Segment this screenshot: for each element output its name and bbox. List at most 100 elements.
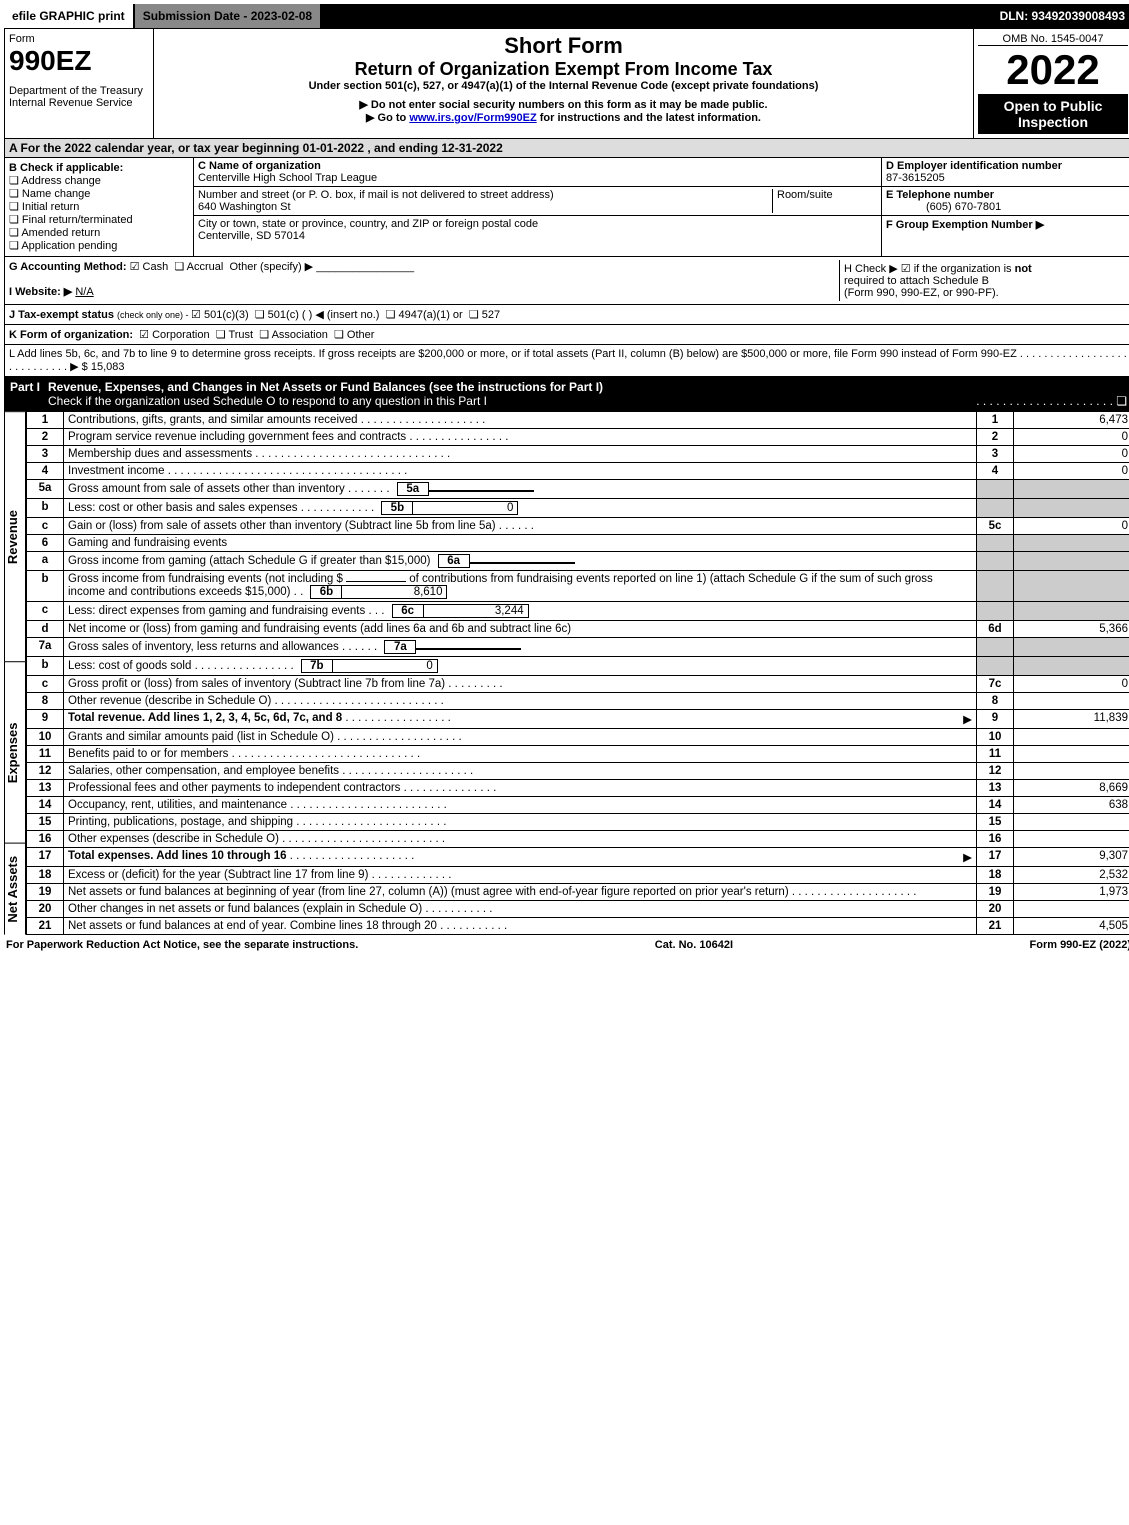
line-9: 9Total revenue. Add lines 1, 2, 3, 4, 5c… [27, 710, 1129, 729]
check-assoc[interactable]: ❏ [259, 329, 269, 341]
line-20-ln: 20 [977, 901, 1014, 918]
gross-receipts-value: 15,083 [91, 361, 125, 373]
box-b-label: B Check if applicable: [9, 162, 189, 174]
irs-label: Internal Revenue Service [9, 97, 149, 109]
line-7a-desc: Gross sales of inventory, less returns a… [68, 641, 339, 653]
box-c-name-label: C Name of organization [198, 160, 321, 172]
line-6-desc: Gaming and fundraising events [64, 535, 977, 552]
line-16-desc: Other expenses (describe in Schedule O) [68, 833, 279, 845]
check-name[interactable]: ❏ Name change [9, 187, 189, 200]
line-5a-sv [429, 490, 534, 492]
line-6-num: 6 [27, 535, 64, 552]
check-application[interactable]: ❏ Application pending [9, 239, 189, 252]
check-trust[interactable]: ❏ [216, 329, 226, 341]
label-4947: 4947(a)(1) or [399, 309, 463, 321]
line-19-ln: 19 [977, 884, 1014, 901]
section-a: A For the 2022 calendar year, or tax yea… [4, 139, 1129, 158]
line-16: 16Other expenses (describe in Schedule O… [27, 831, 1129, 848]
street-address: 640 Washington St [198, 201, 291, 213]
line-6a-sv [470, 562, 575, 564]
part-i-header: Part I Revenue, Expenses, and Changes in… [4, 377, 1129, 411]
check-amended[interactable]: ❏ Amended return [9, 226, 189, 239]
footer-right: Form 990-EZ (2022) [1030, 939, 1129, 951]
line-6b-desc1: Gross income from fundraising events (no… [68, 573, 343, 585]
check-527[interactable]: ❏ [469, 309, 479, 321]
check-initial[interactable]: ❏ Initial return [9, 200, 189, 213]
check-initial-label: Initial return [22, 201, 79, 213]
check-amended-label: Amended return [21, 227, 100, 239]
line-8-desc: Other revenue (describe in Schedule O) [68, 695, 271, 707]
line-15-num: 15 [27, 814, 64, 831]
tax-year: 2022 [978, 46, 1128, 94]
line-7c-ln: 7c [977, 676, 1014, 693]
line-8: 8Other revenue (describe in Schedule O) … [27, 693, 1129, 710]
other-label: Other (specify) ▶ [229, 261, 313, 273]
line-17: 17Total expenses. Add lines 10 through 1… [27, 848, 1129, 867]
line-13-ln: 13 [977, 780, 1014, 797]
open-public: Open to Public Inspection [978, 94, 1128, 134]
line-9-amt: 11,839 [1014, 710, 1129, 729]
line-12: 12Salaries, other compensation, and empl… [27, 763, 1129, 780]
line-6d-num: d [27, 621, 64, 638]
check-address[interactable]: ❏ Address change [9, 174, 189, 187]
line-5c-num: c [27, 518, 64, 535]
form-header: Form 990EZ Department of the Treasury In… [4, 28, 1129, 139]
info-grid: B Check if applicable: ❏ Address change … [4, 158, 1129, 257]
line-6b-amt [1014, 571, 1129, 602]
line-15: 15Printing, publications, postage, and s… [27, 814, 1129, 831]
line-4-amt: 0 [1014, 463, 1129, 480]
footer-cat: Cat. No. 10642I [655, 939, 733, 951]
line-6c-num: c [27, 602, 64, 621]
check-other-org[interactable]: ❏ [334, 329, 344, 341]
city-label: City or town, state or province, country… [198, 218, 538, 230]
check-accrual[interactable]: ❏ [174, 261, 184, 273]
line-5c-desc: Gain or (loss) from sale of assets other… [68, 520, 496, 532]
line-17-desc: Total expenses. Add lines 10 through 16 [68, 850, 287, 862]
line-21-num: 21 [27, 918, 64, 935]
line-19-num: 19 [27, 884, 64, 901]
check-final[interactable]: ❏ Final return/terminated [9, 213, 189, 226]
line-5a-num: 5a [27, 480, 64, 499]
check-501c3[interactable]: ☑ [191, 309, 201, 321]
line-18: 18Excess or (deficit) for the year (Subt… [27, 867, 1129, 884]
side-net-assets: Net Assets [4, 843, 26, 935]
line-7c-amt: 0 [1014, 676, 1129, 693]
label-527: 527 [482, 309, 500, 321]
box-f-label: F Group Exemption Number ▶ [886, 219, 1044, 231]
line-18-amt: 2,532 [1014, 867, 1129, 884]
row-g-h: H Check ▶ ☑ if the organization is not r… [4, 257, 1129, 305]
line-16-amt [1014, 831, 1129, 848]
irs-link[interactable]: www.irs.gov/Form990EZ [409, 112, 536, 124]
check-4947[interactable]: ❏ [386, 309, 396, 321]
no-ssn-warning: ▶ Do not enter social security numbers o… [158, 98, 969, 111]
line-8-ln: 8 [977, 693, 1014, 710]
check-501c[interactable]: ❏ [255, 309, 265, 321]
line-4-ln: 4 [977, 463, 1014, 480]
efile-print[interactable]: efile GRAPHIC print [4, 4, 133, 28]
cash-label: Cash [143, 261, 169, 273]
check-cash[interactable]: ☑ [130, 261, 140, 273]
line-7b-sub: 7b [301, 659, 333, 673]
box-c: C Name of organization Centerville High … [194, 158, 881, 256]
goto-pre: ▶ Go to [366, 112, 409, 124]
box-h-not: not [1015, 263, 1032, 275]
footer-right-form: 990-EZ [1060, 939, 1096, 951]
footer-right-pre: Form [1030, 939, 1061, 951]
line-14-num: 14 [27, 797, 64, 814]
omb-number: OMB No. 1545-0047 [978, 33, 1128, 46]
line-6a-amt [1014, 552, 1129, 571]
row-k: K Form of organization: ☑ Corporation ❏ … [4, 325, 1129, 345]
check-h[interactable]: ☑ [901, 263, 911, 275]
box-h-line3: (Form 990, 990-EZ, or 990-PF). [844, 287, 999, 299]
line-11: 11Benefits paid to or for members . . . … [27, 746, 1129, 763]
box-h: H Check ▶ ☑ if the organization is not r… [839, 260, 1128, 301]
line-13-amt: 8,669 [1014, 780, 1129, 797]
line-5b-ln [977, 499, 1014, 518]
line-6a-ln [977, 552, 1014, 571]
line-6c: cLess: direct expenses from gaming and f… [27, 602, 1129, 621]
line-1-amt: 6,473 [1014, 412, 1129, 429]
check-corp[interactable]: ☑ [139, 329, 149, 341]
part-i-label: Part I [10, 380, 48, 408]
box-j-small: (check only one) - [117, 310, 191, 320]
line-4: 4Investment income . . . . . . . . . . .… [27, 463, 1129, 480]
